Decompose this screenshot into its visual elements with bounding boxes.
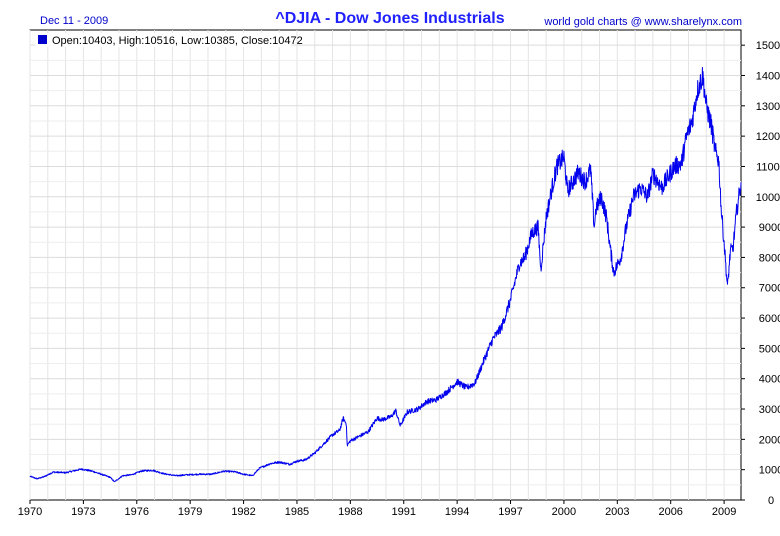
series-group [29, 67, 742, 483]
y-tick-label: 8000 [759, 252, 780, 264]
x-axis: 1970 1973 1976 1979 1982 1985 1988 1991 1994 1997… [18, 500, 736, 518]
x-tick-label: 1976 [125, 506, 149, 518]
chart-credit: world gold charts @ www.sharelynx.com [544, 16, 742, 28]
x-tick-label: 1982 [231, 506, 255, 518]
chart-date: Dec 11 - 2009 [40, 15, 109, 27]
y-tick-label: 0 [768, 495, 774, 507]
y-tick-label: 12000 [756, 131, 780, 143]
y-tick-label: 6000 [759, 313, 780, 325]
y-axis: 0 1000 2000 3000 4000 5000 6000 7000 8000 9000 100… [741, 40, 780, 507]
x-tick-label: 1988 [338, 506, 362, 518]
y-tick-label: 4000 [759, 374, 780, 386]
x-tick-label: 1997 [498, 506, 522, 518]
y-tick-label: 9000 [759, 222, 780, 234]
y-tick-label: 15000 [756, 40, 780, 52]
x-tick-label: 2009 [712, 506, 736, 518]
legend: Open:10403, High:10516, Low:10385, Close… [35, 33, 303, 47]
x-tick-label: 1979 [178, 506, 202, 518]
x-tick-label: 1970 [18, 506, 42, 518]
chart-header: Dec 11 - 2009 ^DJIA - Dow Jones Industri… [0, 0, 780, 30]
y-tick-label: 2000 [759, 434, 780, 446]
legend-swatch [38, 35, 47, 44]
x-tick-label: 1994 [445, 506, 469, 518]
series-line-djia [29, 67, 742, 483]
y-tick-label: 1000 [759, 465, 780, 477]
x-tick-label: 1973 [71, 506, 95, 518]
x-tick-label: 2006 [658, 506, 682, 518]
y-tick-label: 5000 [759, 343, 780, 355]
x-tick-label: 1985 [285, 506, 309, 518]
chart-title: ^DJIA - Dow Jones Industrials [275, 10, 505, 27]
legend-box [35, 33, 291, 47]
x-tick-label: 2000 [552, 506, 576, 518]
y-tick-label: 3000 [759, 404, 780, 416]
y-tick-label: 14000 [756, 70, 780, 82]
y-tick-label: 13000 [756, 101, 780, 113]
y-tick-label: 7000 [759, 283, 780, 295]
x-tick-label: 1991 [392, 506, 416, 518]
x-tick-label: 2003 [605, 506, 629, 518]
y-tick-label: 10000 [756, 192, 780, 204]
y-tick-label: 11000 [756, 161, 780, 173]
legend-text: Open:10403, High:10516, Low:10385, Close… [52, 35, 303, 47]
